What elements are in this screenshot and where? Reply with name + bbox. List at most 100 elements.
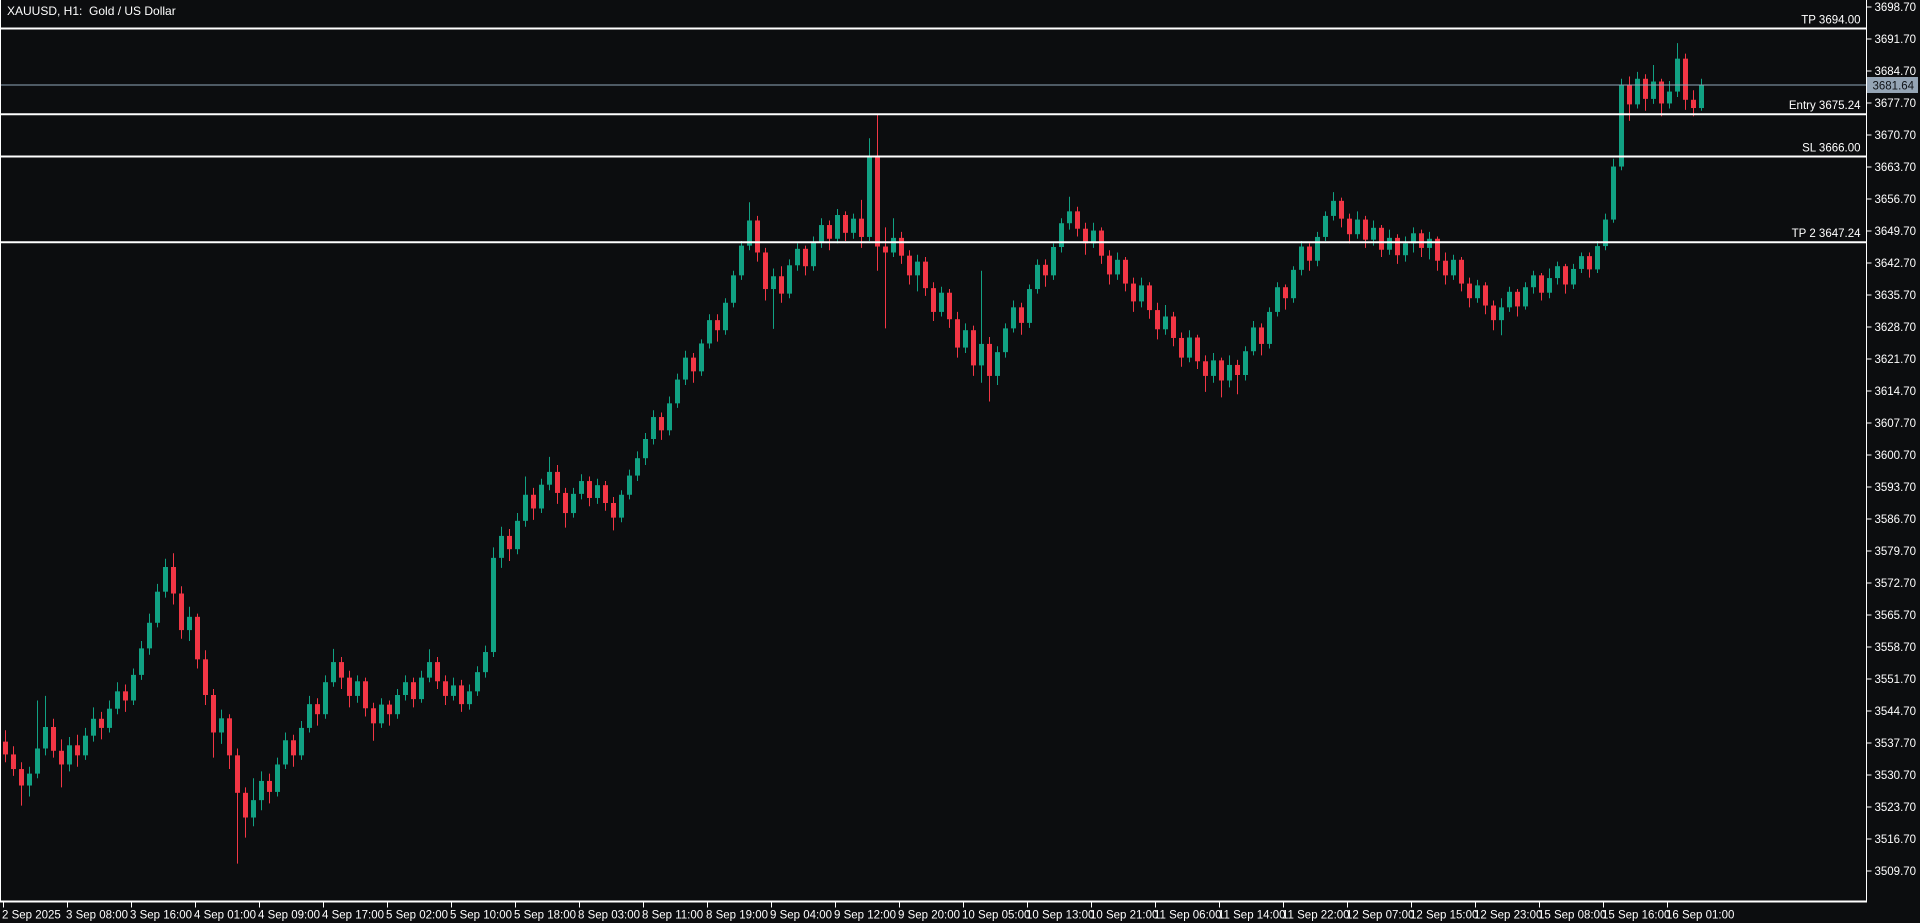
candle-body-up [1699,84,1704,109]
candle-body-down [1083,228,1088,244]
candle-body-down [843,215,848,233]
candle-body-up [1051,247,1056,276]
candle-body-up [1451,259,1456,276]
level-label-tp: TP 3694.00 [1801,14,1860,26]
candle-body-down [1171,316,1176,338]
candle-body-down [1043,264,1048,276]
level-label-sl: SL 3666.00 [1802,142,1860,154]
candle-body-up [483,652,488,673]
candle-body-up [403,682,408,695]
candle-body-up [419,677,424,700]
candle-body-down [1515,291,1520,307]
candle-body-up [1187,337,1192,358]
candle-body-down [1379,227,1384,250]
candle-body-up [707,320,712,344]
candle-body-up [355,681,360,696]
candle-body-down [899,237,904,256]
time-tick-label: 9 Sep 12:00 [834,910,896,922]
candle-body-up [1299,246,1304,270]
candle-body-up [91,718,96,736]
candle-body-up [627,475,632,495]
candle-body-down [1259,327,1264,344]
candle-body-up [379,704,384,724]
candle-body-up [163,567,168,592]
candle-body-down [1539,275,1544,293]
candle-body-up [835,215,840,239]
time-tick-label: 15 Sep 08:00 [1538,910,1606,922]
candle-body-up [619,494,624,518]
time-tick-label: 8 Sep 11:00 [642,910,703,922]
time-tick-label: 15 Sep 16:00 [1602,910,1670,922]
time-tick-label: 11 Sep 06:00 [1154,910,1222,922]
candle-body-up [1059,223,1064,247]
candle-body-up [1275,287,1280,312]
candle-body-up [515,520,520,550]
candle-body-up [683,357,688,380]
price-tick-label: 3516.70 [1875,834,1917,846]
candle-body-up [667,403,672,431]
current-price-badge [1867,76,1918,93]
candle-body-down [51,727,56,751]
candle-body-up [27,773,32,786]
candle-body-down [363,681,368,709]
candle-body-down [1179,337,1184,358]
candle-body-down [1019,307,1024,323]
time-tick-label: 4 Sep 17:00 [322,910,384,922]
candle-body-up [1523,287,1528,307]
candle-body-up [259,780,264,801]
candle-body-up [43,727,48,749]
candle-body-up [1355,219,1360,235]
candle-body-down [459,685,464,705]
time-tick-label: 12 Sep 15:00 [1410,910,1478,922]
candle-body-up [739,245,744,276]
candle-body-up [275,764,280,792]
candle-body-down [3,741,8,755]
candle-body-up [1499,307,1504,321]
candle-body-down [1683,58,1688,100]
price-tick-label: 3649.70 [1875,226,1917,238]
candle-body-up [1267,311,1272,344]
candle-body-down [563,492,568,514]
candle-body-up [283,740,288,765]
time-tick-label: 2 Sep 2025 [2,910,61,922]
candle-body-down [1107,255,1112,275]
candle-body-up [1011,307,1016,329]
candle-body-down [555,471,560,493]
candle-body-up [539,484,544,509]
price-tick-label: 3572.70 [1875,578,1917,590]
current-price-badge-label: 3681.64 [1873,80,1915,92]
candle-body-down [1467,283,1472,299]
candle-body-up [699,343,704,372]
candle-body-down [1195,337,1200,362]
time-tick-label: 11 Sep 14:00 [1218,910,1286,922]
candle-body-up [1067,211,1072,224]
candle-body-up [1163,316,1168,330]
price-tick-label: 3698.70 [1875,2,1917,14]
candle-body-up [819,225,824,242]
candle-body-down [1643,78,1648,99]
candle-body-up [499,535,504,558]
price-tick-label: 3509.70 [1875,866,1917,878]
price-tick-label: 3663.70 [1875,162,1917,174]
candle-body-up [1387,237,1392,250]
candle-body-down [827,225,832,239]
candle-body-down [971,330,976,366]
candle-body-down [339,662,344,678]
time-tick-label: 10 Sep 13:00 [1026,910,1094,922]
time-tick-label: 10 Sep 21:00 [1090,910,1158,922]
candle-body-up [251,800,256,818]
candle-body-up [979,343,984,366]
candle-body-down [59,750,64,765]
candle-body-down [1203,361,1208,376]
candle-body-up [651,417,656,439]
candle-body-up [475,672,480,692]
candle-body-up [1403,243,1408,256]
time-tick-label: 5 Sep 02:00 [386,910,448,922]
candle-body-up [115,691,120,709]
candle-body-up [1475,285,1480,299]
candle-body-up [491,557,496,653]
candle-body-down [235,755,240,793]
candle-body-up [963,330,968,348]
price-tick-label: 3530.70 [1875,770,1917,782]
